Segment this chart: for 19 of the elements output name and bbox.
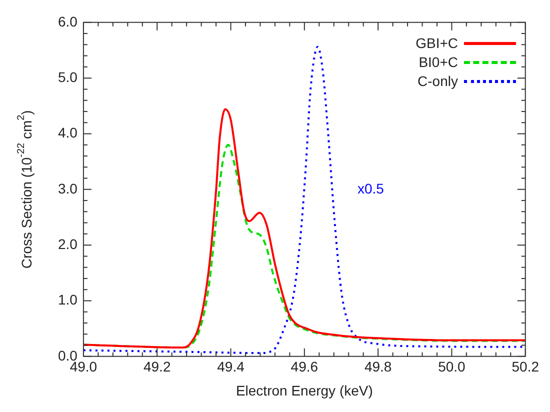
y-axis-title: Cross Section (10-22 cm2) [16,110,34,269]
x-tick-label: 50.0 [438,358,466,375]
x-tick-label: 49.4 [217,358,245,375]
x-tick-label: 50.2 [512,358,540,375]
y-tick-label: 4.0 [58,124,78,141]
y-tick-label: 5.0 [58,68,78,85]
x-tick-label: 49.8 [364,358,392,375]
x-tick-label: 49.6 [290,358,318,375]
y-tick-label: 3.0 [58,180,78,196]
x-tick-label: 49.2 [143,358,171,375]
y-tick-label: 6.0 [58,13,78,30]
annotation: x0.5 [357,180,384,196]
legend-label: GBI+C [416,34,458,53]
y-tick-label: 0.0 [58,347,78,364]
x-axis-title: Electron Energy (keV) [236,382,373,398]
legend-label: BI0+C [418,53,458,72]
legend-label: C-only [418,72,458,91]
y-tick-label: 2.0 [58,236,78,252]
y-tick-label: 1.0 [58,292,78,308]
